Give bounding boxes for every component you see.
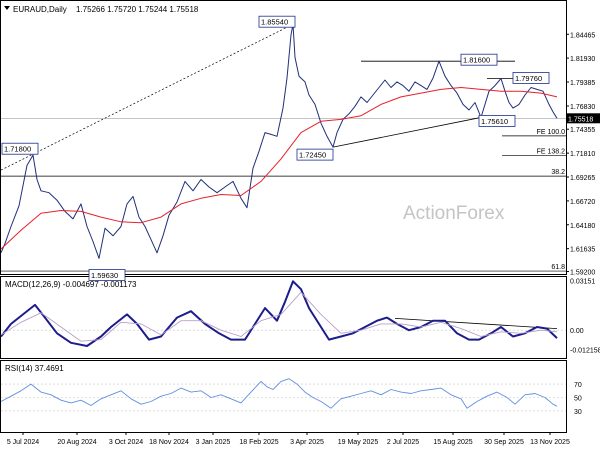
pivot-label-box — [258, 15, 296, 28]
pivot-label: 1.81600 — [463, 56, 490, 65]
pivot-label-box — [296, 148, 334, 161]
time-tick-label: 3 Jan 2025 — [196, 439, 231, 446]
price-tick-label: 1.84465 — [570, 32, 595, 39]
time-tick-label: 18 Feb 2025 — [239, 439, 278, 446]
symbol-title: EURAUD,Daily — [13, 5, 67, 14]
time-tick-label: 2 Jul 2025 — [387, 439, 419, 446]
watermark: ActionForex — [403, 203, 505, 224]
time-tick-label: 20 Aug 2024 — [57, 439, 96, 446]
annotation-layer: 1.85540 1.81600 1.79760 1.75610 1.72450 1.718… — [1, 15, 550, 281]
price-tick-label: 1.69265 — [570, 175, 595, 182]
macd-title: MACD(12,26,9) -0.004697 -0.001173 — [5, 280, 137, 289]
macd-tick-label: -0.012158 — [570, 347, 600, 354]
pivot-label-box — [460, 53, 498, 66]
time-tick-label: 13 Nov 2025 — [530, 439, 570, 446]
current-price-label: 1.75518 — [568, 116, 593, 123]
macd-divergence-line — [394, 317, 558, 329]
time-tick-label: 18 Nov 2024 — [149, 439, 189, 446]
dotted-trendline — [0, 23, 294, 171]
time-tick-label: 15 Aug 2025 — [433, 439, 472, 446]
rsi-title: RSI(14) 37.4691 — [5, 364, 64, 373]
pivot-label: 1.59630 — [91, 271, 118, 280]
time-tick-label: 3 Apr 2025 — [290, 439, 324, 446]
pivot-label: 1.72450 — [299, 151, 326, 160]
pivot-label-box — [478, 115, 516, 127]
price-tick-label: 1.81930 — [570, 56, 595, 63]
fib-level-label: FE 100.0 — [537, 129, 566, 136]
ohlc-values: 1.75266 1.75720 1.75244 1.75518 — [76, 5, 199, 14]
signal-line — [0, 291, 558, 342]
rsi-tick-label: 50 — [574, 396, 582, 403]
time-tick-label: 3 Oct 2024 — [109, 439, 143, 446]
time-axis: 5 Jul 2024 20 Aug 2024 3 Oct 2024 18 Nov 20… — [7, 432, 570, 446]
current-price-tag — [566, 113, 600, 124]
time-tick-label: 19 May 2025 — [338, 439, 379, 446]
pivot-label-box — [1, 142, 39, 155]
rsi-panel-frame — [0, 360, 567, 433]
price-tick-label: 1.76830 — [570, 104, 595, 111]
pivot-label: 1.85540 — [261, 18, 288, 27]
rsi-tick-label: 70 — [574, 382, 582, 389]
fib-level-label: 38.2 — [551, 169, 565, 176]
price-panel-frame — [0, 0, 567, 275]
pivot-label-box — [88, 269, 126, 281]
macd-tick-label: 0.03151 — [570, 278, 595, 285]
price-tick-label: 1.71810 — [570, 151, 595, 158]
rsi-tick-label: 30 — [574, 409, 582, 416]
macd-panel-frame — [0, 276, 567, 359]
price-tick-label: 1.61635 — [570, 247, 595, 254]
macd-line — [0, 280, 558, 347]
fib-level-label: FE 138.2 — [537, 149, 566, 156]
macd-tick-label: 0.00 — [570, 328, 584, 335]
pivot-label-box — [512, 72, 550, 84]
fib-level-label: 61.8 — [551, 264, 565, 271]
pivot-label: 1.75610 — [481, 117, 508, 126]
price-tick-label: 1.64180 — [570, 223, 595, 230]
time-tick-label: 5 Jul 2024 — [7, 439, 39, 446]
price-tick-label: 1.66720 — [570, 199, 595, 206]
rsi-line — [0, 378, 558, 409]
price-header: EURAUD,Daily 1.75266 1.75720 1.75244 1.7… — [4, 5, 199, 14]
support-trendline — [332, 117, 482, 148]
price-tick-label: 1.59200 — [570, 270, 595, 277]
price-line — [0, 23, 558, 259]
price-axis: 1.84465 1.81930 1.79385 1.76830 1.74355 1.718… — [566, 32, 600, 416]
price-tick-label: 1.74355 — [570, 127, 595, 134]
pivot-label: 1.71800 — [4, 145, 31, 154]
time-tick-label: 30 Sep 2025 — [484, 439, 524, 446]
series-layer — [0, 23, 558, 409]
moving-average-line — [0, 87, 558, 250]
collapse-arrow-icon[interactable] — [4, 6, 10, 10]
level-lines-layer: FE 100.0 FE 138.2 38.2 61.8 — [1, 118, 566, 272]
pivot-label: 1.79760 — [515, 74, 542, 83]
price-tick-label: 1.79385 — [570, 80, 595, 87]
